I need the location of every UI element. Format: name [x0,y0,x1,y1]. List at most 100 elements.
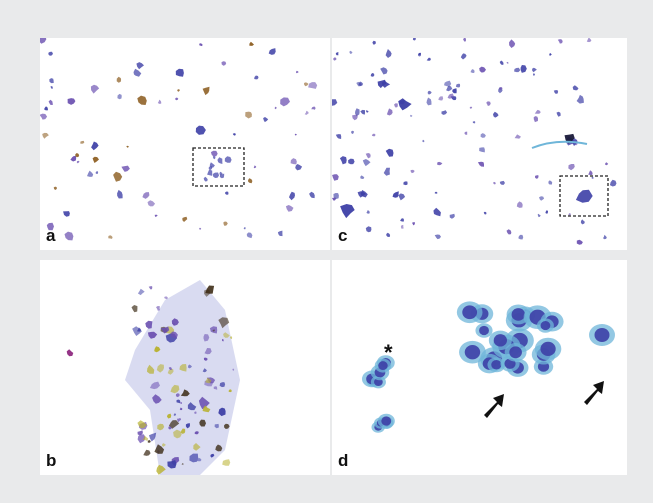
cell [232,368,235,371]
cell [213,386,218,390]
cell [204,348,212,355]
cell-fragment [133,68,142,77]
panel-c-label: c [338,226,348,245]
cell-fragment [479,147,485,153]
cell-fragment [157,99,162,104]
cell-fragment [609,179,617,187]
cell [137,420,147,429]
cell-fragment [362,159,371,167]
cell [194,411,197,414]
panel-b-label: b [46,451,57,470]
cell-fragment [545,210,548,214]
cell-fragment [394,103,398,108]
cell-fragment [225,191,229,195]
cell-fragment [446,86,453,92]
cell [196,457,202,462]
cell [205,377,212,384]
cell [154,346,161,353]
nucleus [479,325,489,336]
cell-fragment [248,178,253,184]
cell-fragment [447,93,454,99]
cell [170,331,178,339]
cell-fragment [580,219,585,225]
cell [145,320,153,329]
cell-fragment [438,96,444,101]
cell-fragment [277,230,283,237]
cell-fragment [535,175,539,179]
cell [180,428,186,434]
cell-fragment [351,130,354,134]
cell-fragment [392,191,399,198]
cell-fragment [576,239,583,245]
cell-fragment [50,86,53,89]
cell-fragment [64,231,74,241]
cell [168,426,172,430]
cell-fragment [268,48,276,55]
cell-fragment [91,141,99,151]
cell-fragment [116,76,122,83]
cell-fragment [263,117,269,123]
cell [143,449,151,456]
cell [179,364,187,372]
cell-fragment [591,176,594,179]
cell-fragment [514,67,521,73]
cell-fragment [549,52,552,56]
cell [173,413,177,416]
cell-fragment [537,213,541,218]
nucleus [491,359,502,370]
cell-fragment [586,38,592,43]
cell-fragment [427,90,432,95]
cell-fragment [309,191,315,199]
cell-fragment [92,156,99,163]
nucleus [381,416,392,426]
cell-fragment [603,234,607,240]
cell-fragment [154,214,158,218]
cell [215,444,223,452]
nucleus [540,320,551,331]
cell-cluster [398,98,412,111]
cell [149,432,157,442]
cell [171,318,179,326]
cell-fragment [499,60,504,65]
cell-fragment [175,97,179,101]
panel-c: c [332,38,627,250]
cell-fragment [553,90,559,94]
cell-fragment [463,38,466,42]
cell-fragment [90,84,100,94]
cell-fragment [365,226,372,233]
cell [167,413,172,419]
cell-fragment [137,95,147,105]
cell-fragment [506,229,512,235]
nucleus [594,328,610,342]
cell [229,336,233,340]
cell [219,382,226,388]
cell-fragment [479,66,486,73]
cell-fragment [493,181,496,185]
cell [152,394,162,404]
cell-fragment [53,186,57,190]
cell [181,463,184,466]
cell-fragment [63,211,70,217]
cell-fragment [412,222,415,226]
cell [194,431,199,435]
cell-fragment [199,43,203,47]
cell-fragment [49,78,54,84]
cell-fragment [126,145,130,148]
cell-fragment [254,75,259,80]
cell-fragment [532,67,537,73]
cell [198,396,210,410]
cell-fragment [202,86,210,96]
cell-fragment [434,234,441,240]
cell-fragment [365,110,369,113]
cell [228,389,232,393]
cell-fragment [433,207,441,217]
nucleus [462,305,478,320]
cell-fragment [518,234,524,240]
cell-fragment [274,106,277,110]
asterisk-marker: * [384,340,393,365]
cell-fragment [113,171,123,182]
cell-fragment [533,73,535,76]
mucus-strand [531,140,588,149]
cell-fragment [70,155,77,162]
panel-a-image [40,38,318,241]
